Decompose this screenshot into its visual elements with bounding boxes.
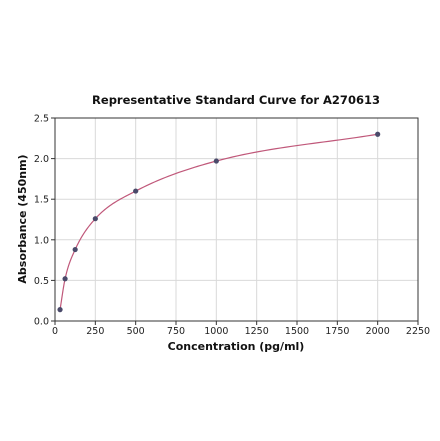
grid bbox=[54, 117, 419, 322]
x-tick-label: 2250 bbox=[406, 326, 430, 337]
axis-ticks: 0 250 500 750 1000 1250 1500 1750 2000 2250 0.0 0.5… bbox=[34, 114, 430, 338]
chart-title: Representative Standard Curve for A27061… bbox=[92, 93, 380, 107]
data-point bbox=[213, 158, 219, 164]
x-tick-label: 750 bbox=[167, 326, 185, 337]
x-tick-label: 500 bbox=[127, 326, 145, 337]
x-axis-label: Concentration (pg/ml) bbox=[168, 340, 305, 353]
x-tick-label: 1500 bbox=[285, 326, 309, 337]
x-tick-label: 0 bbox=[52, 326, 58, 337]
data-point bbox=[92, 216, 98, 222]
x-tick-label: 2000 bbox=[366, 326, 390, 337]
y-tick-label: 1.0 bbox=[34, 235, 49, 246]
data-points bbox=[57, 131, 381, 313]
x-tick-label: 1000 bbox=[204, 326, 228, 337]
y-tick-label: 2.5 bbox=[34, 114, 49, 125]
y-tick-label: 0.5 bbox=[34, 276, 49, 287]
data-point bbox=[62, 276, 68, 282]
data-point bbox=[57, 307, 63, 313]
plot-area bbox=[54, 117, 419, 322]
y-axis-label: Absorbance (450nm) bbox=[16, 154, 29, 283]
x-tick-label: 1750 bbox=[325, 326, 349, 337]
data-point bbox=[133, 188, 139, 194]
x-tick-label: 250 bbox=[86, 326, 104, 337]
y-tick-label: 0.0 bbox=[34, 317, 49, 328]
y-tick-label: 1.5 bbox=[34, 195, 49, 206]
x-tick-label: 1250 bbox=[245, 326, 269, 337]
y-tick-label: 2.0 bbox=[34, 154, 49, 165]
data-point bbox=[375, 131, 381, 137]
data-point bbox=[72, 246, 78, 253]
